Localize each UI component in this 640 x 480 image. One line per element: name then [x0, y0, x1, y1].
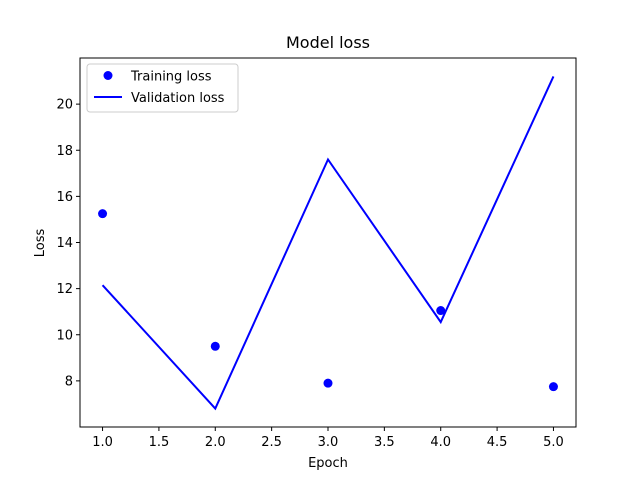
legend-box [86, 63, 239, 113]
x-axis-title: Epoch [308, 456, 348, 471]
y-tick-label: 8 [65, 374, 73, 389]
y-tick-label: 20 [56, 98, 73, 113]
legend-label-validation-loss: Validation loss [131, 91, 225, 106]
x-tick-label: 3.5 [374, 435, 395, 450]
x-tick-label: 4.0 [430, 435, 451, 450]
plot-area-frame [79, 57, 577, 428]
y-tick-label: 16 [56, 190, 73, 205]
series-layer [98, 76, 558, 411]
x-tick-label: 4.5 [487, 435, 508, 450]
legend-label-training-loss: Training loss [130, 70, 212, 85]
y-tick-label: 18 [56, 144, 73, 159]
x-tick-label: 1.0 [92, 435, 113, 450]
training-loss-point [323, 378, 333, 388]
y-tick-label: 10 [56, 328, 73, 343]
legend-marker-training-loss [103, 71, 113, 80]
x-tick-label: 2.0 [205, 435, 226, 450]
x-tick-label: 2.5 [261, 435, 282, 450]
x-tick-label: 3.0 [318, 435, 339, 450]
training-loss-point [436, 306, 446, 316]
training-loss-point [548, 382, 558, 392]
y-axis-ticks: 8 10 12 14 16 18 20 [56, 98, 80, 389]
validation-loss-line [101, 76, 555, 411]
y-axis-title: Loss [33, 229, 48, 258]
training-loss-point [210, 341, 220, 351]
training-loss-point [98, 209, 108, 219]
x-axis-ticks: 1.0 1.5 2.0 2.5 3.0 3.5 4.0 4.5 5.0 [92, 427, 564, 450]
chart-title: Model loss [286, 33, 370, 52]
legend: Training loss Validation loss [86, 63, 239, 113]
y-tick-label: 14 [56, 236, 73, 251]
x-tick-label: 1.5 [149, 435, 170, 450]
x-tick-label: 5.0 [543, 435, 564, 450]
y-tick-label: 12 [56, 282, 73, 297]
